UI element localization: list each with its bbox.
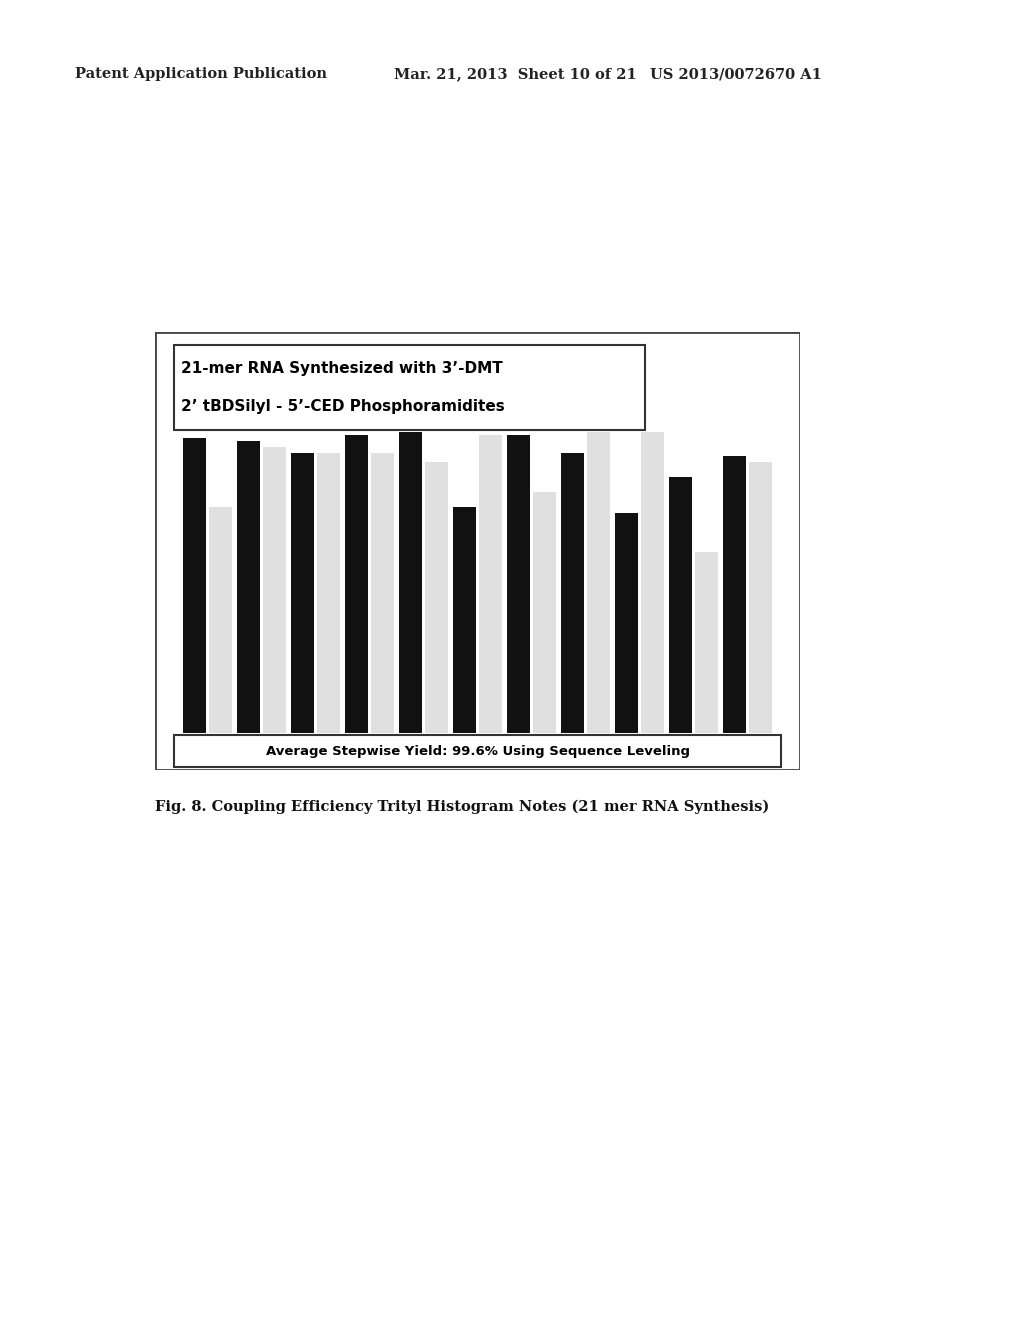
Bar <box>479 436 502 733</box>
Text: Mar. 21, 2013  Sheet 10 of 21: Mar. 21, 2013 Sheet 10 of 21 <box>394 67 637 81</box>
Bar <box>561 453 584 733</box>
Bar <box>749 462 771 733</box>
Bar <box>238 441 260 733</box>
Bar <box>507 436 530 733</box>
Bar <box>694 553 718 733</box>
Bar <box>669 478 692 733</box>
Text: 2’ tBDSilyl - 5’-CED Phosphoramidites: 2’ tBDSilyl - 5’-CED Phosphoramidites <box>181 399 505 413</box>
Text: 21-mer RNA Synthesized with 3’-DMT: 21-mer RNA Synthesized with 3’-DMT <box>181 362 503 376</box>
Bar <box>587 432 609 733</box>
Bar <box>425 462 447 733</box>
Bar <box>292 453 314 733</box>
Bar <box>183 438 207 733</box>
Bar <box>174 345 645 430</box>
Bar <box>454 507 476 733</box>
Bar <box>174 735 780 767</box>
Bar <box>263 447 286 733</box>
Bar <box>641 432 664 733</box>
Text: US 2013/0072670 A1: US 2013/0072670 A1 <box>650 67 822 81</box>
Text: Patent Application Publication: Patent Application Publication <box>75 67 327 81</box>
Bar <box>371 453 394 733</box>
Bar <box>399 432 422 733</box>
Bar <box>345 436 369 733</box>
Bar <box>317 453 340 733</box>
Bar <box>615 513 638 733</box>
Bar <box>209 507 232 733</box>
Bar <box>532 492 556 733</box>
Bar <box>723 457 745 733</box>
Text: Fig. 8. Coupling Efficiency Trityl Histogram Notes (21 mer RNA Synthesis): Fig. 8. Coupling Efficiency Trityl Histo… <box>155 800 769 814</box>
Text: Average Stepwise Yield: 99.6% Using Sequence Leveling: Average Stepwise Yield: 99.6% Using Sequ… <box>265 744 689 758</box>
